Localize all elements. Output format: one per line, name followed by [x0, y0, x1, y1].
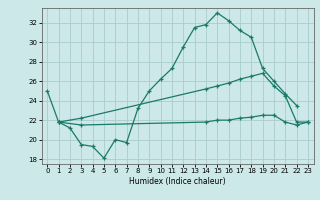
X-axis label: Humidex (Indice chaleur): Humidex (Indice chaleur)	[129, 177, 226, 186]
